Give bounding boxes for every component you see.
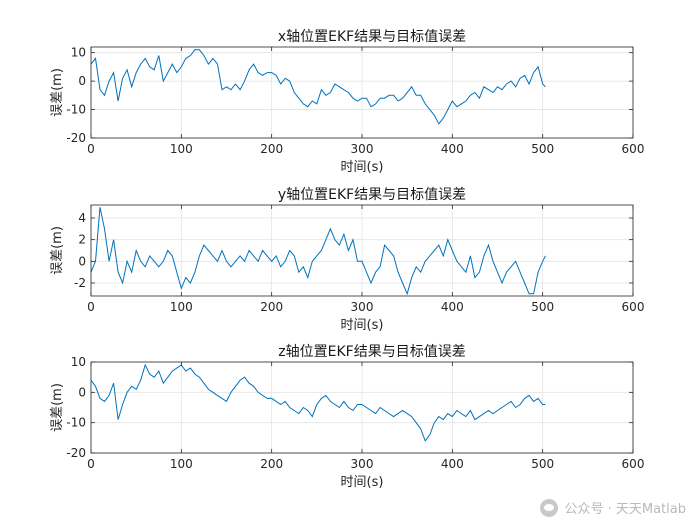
subplot-y-error: 0 100 200 300 400 500 600-2024y轴位置EKF结果与目标值误差时… xyxy=(50,187,644,333)
y-tick-label: 0 xyxy=(78,74,86,88)
x-tick-label: 200 xyxy=(260,142,283,156)
y-tick-label: 4 xyxy=(78,211,86,225)
x-tick-label: 300 xyxy=(351,142,374,156)
y-axis-label: 误差(m) xyxy=(50,68,65,117)
x-tick-label: 500 xyxy=(531,457,554,471)
subplot-z-error: 0 100 200 300 400 500 600 -20 -10 0 10 z轴位置EKF结果与目标… xyxy=(50,344,644,490)
x-axis-label: 时间(s) xyxy=(341,475,384,490)
series-line xyxy=(91,363,546,442)
y-tick-label: 0 xyxy=(78,385,86,399)
x-axis-label: 时间(s) xyxy=(341,318,384,333)
y-tick-label: -2 xyxy=(74,276,86,290)
y-tick-label: 10 xyxy=(71,355,86,369)
y-tick-label: -10 xyxy=(66,103,86,117)
series-line xyxy=(91,207,546,296)
y-tick-label: -10 xyxy=(66,416,86,430)
y-axis-label: 误差(m) xyxy=(50,383,65,432)
x-tick-label: 600 xyxy=(622,457,645,471)
watermark: 公众号 · 天天Matlab xyxy=(540,498,686,517)
y-tick-label: 10 xyxy=(71,46,86,60)
y-tick-label: -20 xyxy=(66,446,86,460)
x-tick-label: 300 xyxy=(351,457,374,471)
x-tick-label: 100 xyxy=(170,300,193,314)
watermark-text: 公众号 · 天天Matlab xyxy=(564,502,686,517)
chart-title: z轴位置EKF结果与目标值误差 xyxy=(278,344,465,360)
x-tick-label: 200 xyxy=(260,300,283,314)
x-tick-label: 0 xyxy=(87,457,95,471)
y-axis-label: 误差(m) xyxy=(50,226,65,275)
x-axis-label: 时间(s) xyxy=(341,160,384,175)
x-tick-label: 100 xyxy=(170,457,193,471)
x-tick-label: 100 xyxy=(170,142,193,156)
chart-title: y轴位置EKF结果与目标值误差 xyxy=(278,187,466,203)
x-tick-label: 200 xyxy=(260,457,283,471)
x-tick-label: 0 xyxy=(87,300,95,314)
x-tick-label: 0 xyxy=(87,142,95,156)
x-tick-label: 300 xyxy=(351,300,374,314)
y-tick-label: -20 xyxy=(66,131,86,145)
chart-title: x轴位置EKF结果与目标值误差 xyxy=(278,29,466,45)
x-tick-label: 500 xyxy=(531,300,554,314)
x-tick-label: 600 xyxy=(622,300,645,314)
x-tick-label: 600 xyxy=(622,142,645,156)
y-tick-label: 0 xyxy=(78,254,86,268)
wechat-icon xyxy=(540,498,559,517)
x-tick-label: 400 xyxy=(441,142,464,156)
x-tick-label: 400 xyxy=(441,457,464,471)
subplot-x-error: 0 100 200 300 400 500 600 -20 -10 0 10 x轴位置EKF结果与目标… xyxy=(50,29,644,175)
x-tick-label: 500 xyxy=(531,142,554,156)
series-line xyxy=(91,49,546,125)
x-tick-label: 400 xyxy=(441,300,464,314)
y-tick-label: 2 xyxy=(78,233,86,247)
